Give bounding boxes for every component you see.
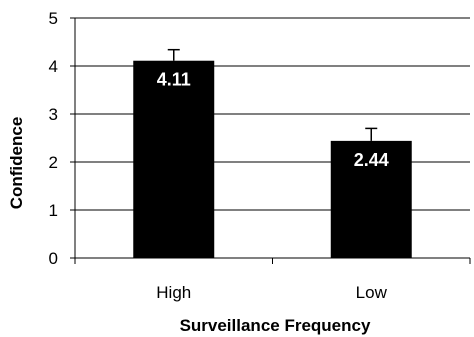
bars: 4.11 2.44 xyxy=(133,48,412,258)
y-tick-label: 0 xyxy=(49,249,58,268)
y-tick-label: 3 xyxy=(49,105,58,124)
y-tick-label: 5 xyxy=(49,9,58,28)
x-tick-label-high: High xyxy=(156,283,191,302)
x-tick-labels: High Low xyxy=(74,258,471,302)
y-axis-title: Confidence xyxy=(7,117,26,210)
y-tick-labels: 0 1 2 3 4 5 xyxy=(49,9,75,268)
bar-high xyxy=(133,60,215,258)
data-label-low: 2.44 xyxy=(354,150,389,170)
data-label-high: 4.11 xyxy=(157,70,191,90)
x-axis-title: Surveillance Frequency xyxy=(180,316,371,335)
y-tick-label: 4 xyxy=(49,57,58,76)
x-tick-label-low: Low xyxy=(356,283,388,302)
y-tick-label: 2 xyxy=(49,153,58,172)
bar-low xyxy=(330,140,412,258)
y-tick-label: 1 xyxy=(49,201,58,220)
